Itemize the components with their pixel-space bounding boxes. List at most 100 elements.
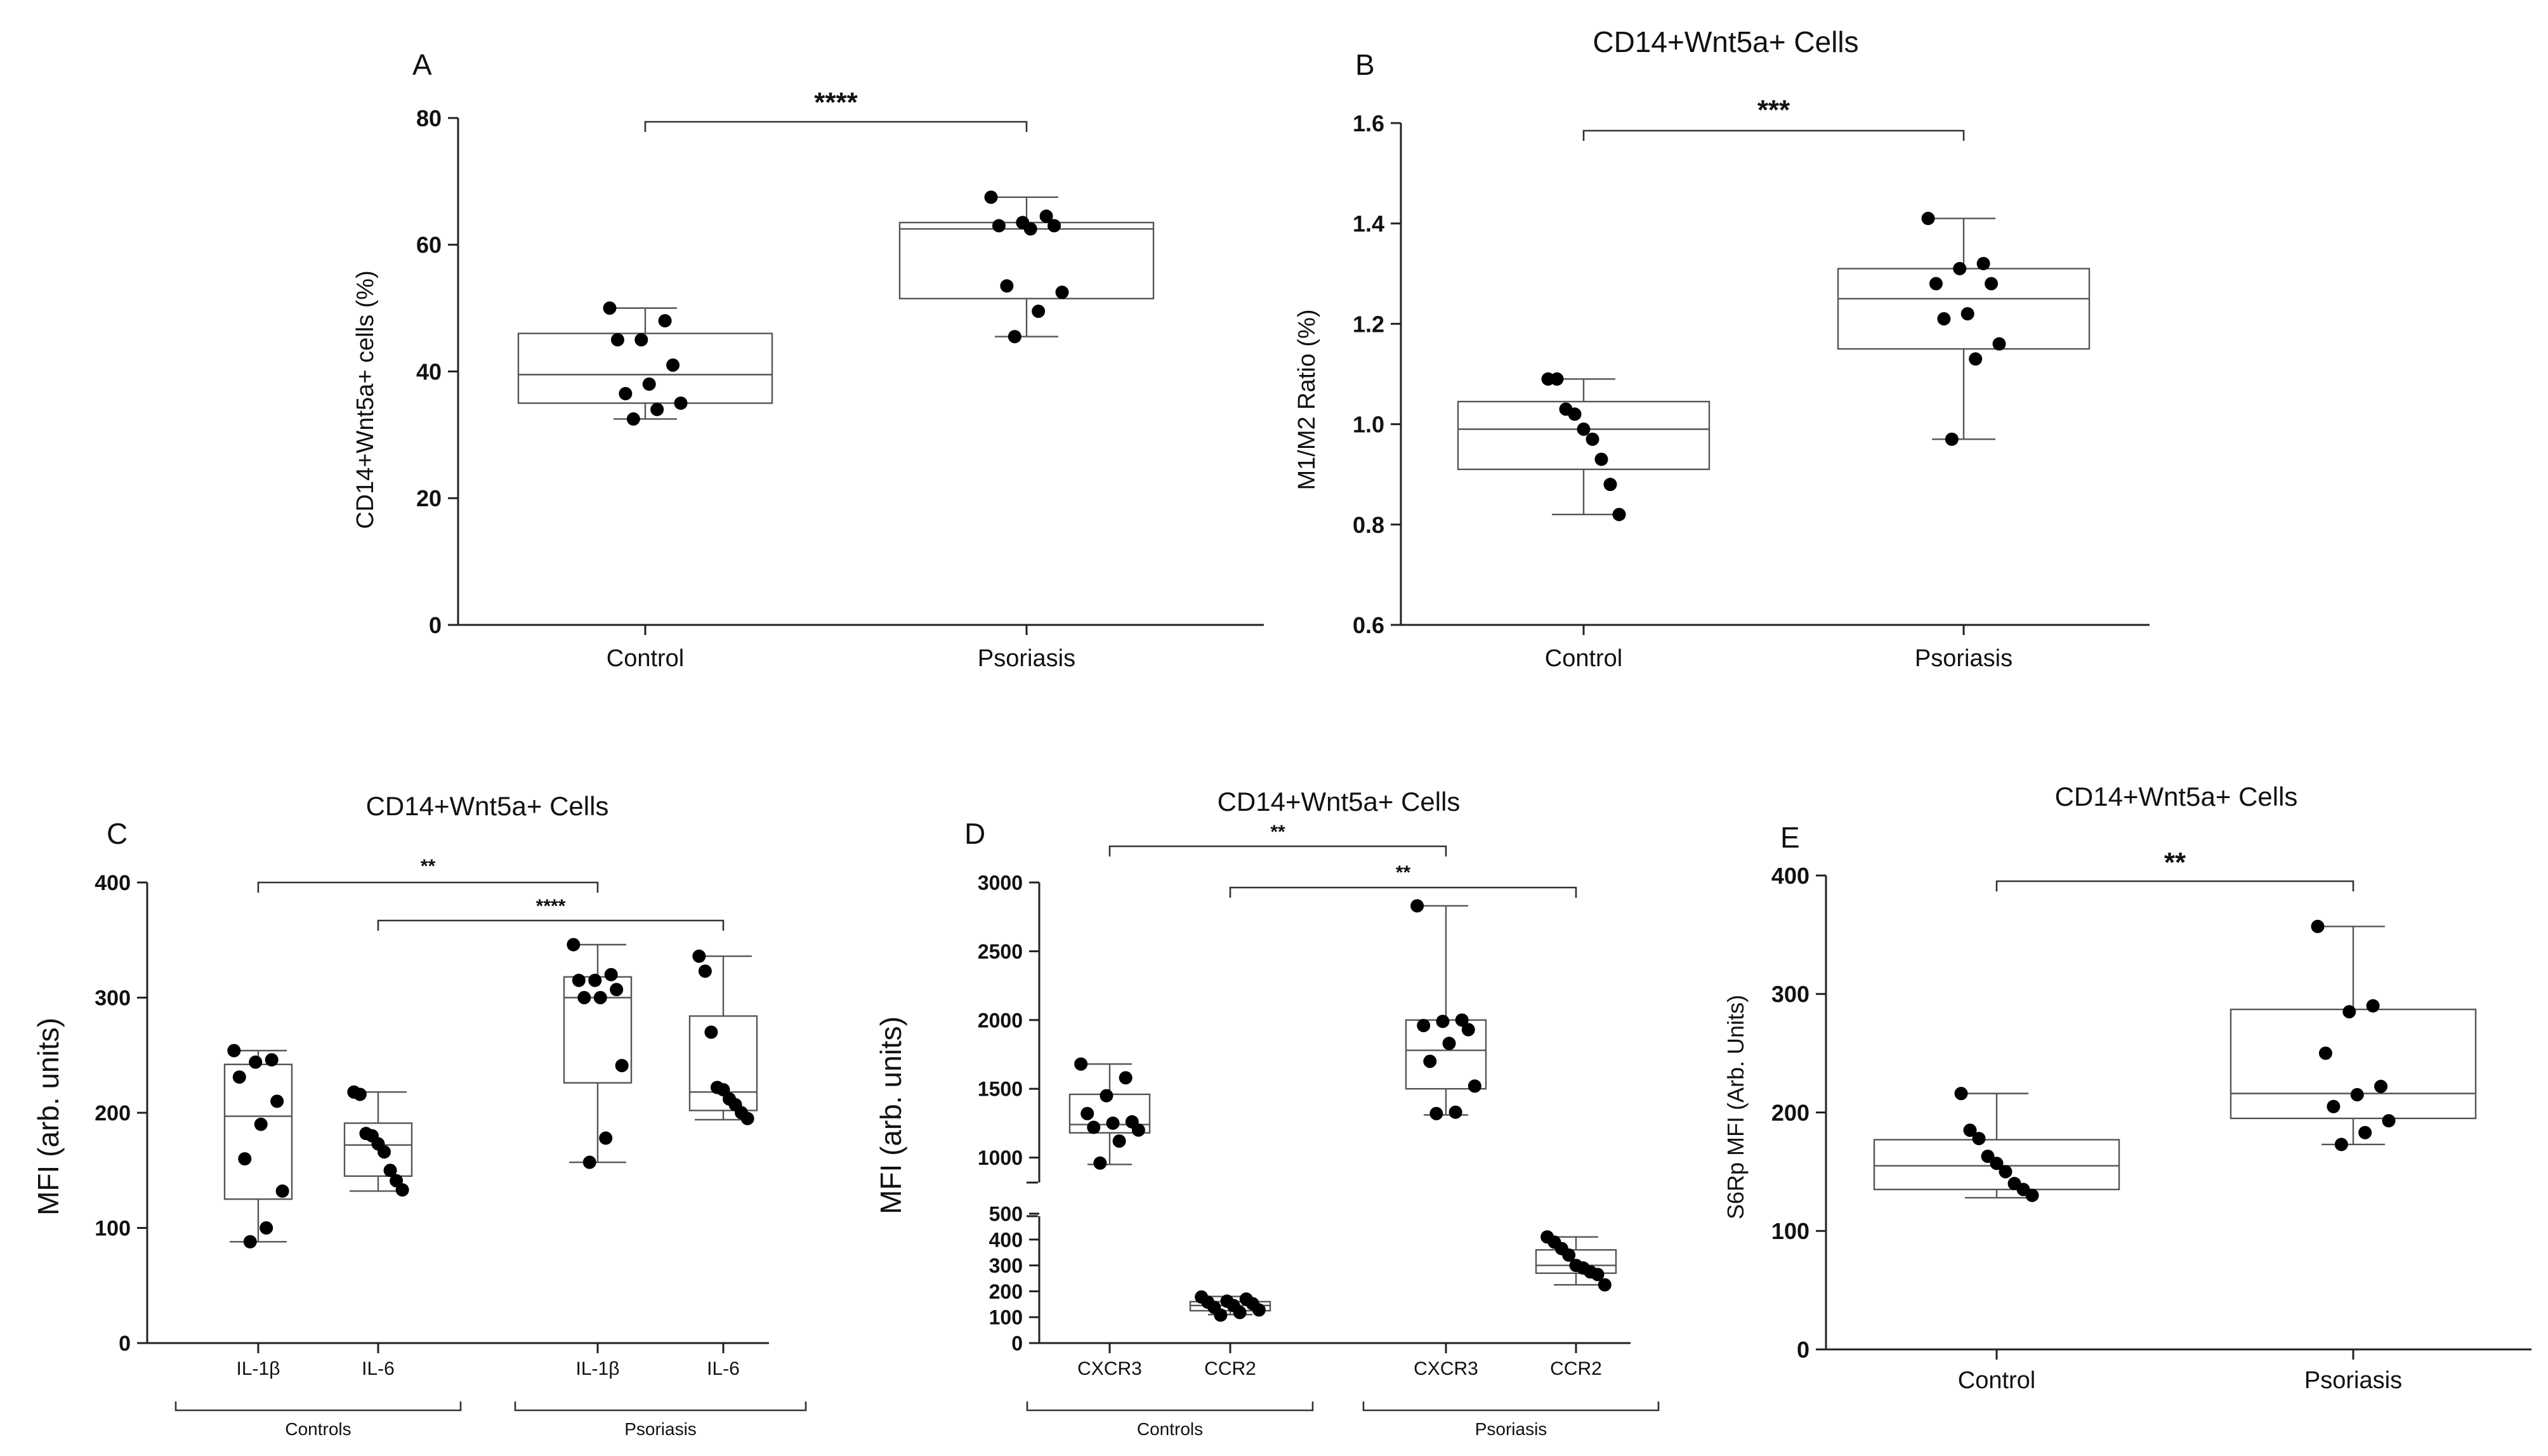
panel-d-ytick-label: 100: [989, 1306, 1023, 1329]
panel-e-ylabel: S6Rp MFI (Arb. Units): [1723, 995, 1749, 1219]
panel-b-data-point: [1612, 508, 1626, 521]
panel-c-data-point: [567, 938, 581, 952]
panel-a-data-point: [658, 314, 672, 328]
panel-c-group-label: Psoriasis: [624, 1419, 697, 1439]
panel-c-data-point: [227, 1044, 241, 1058]
panel-e-data-point: [2318, 1046, 2332, 1060]
panel-c-data-point: [353, 1087, 367, 1101]
panel-d-category-label: CCR2: [1550, 1358, 1602, 1379]
panel-a-data-point: [619, 386, 633, 400]
panel-c-data-point: [249, 1055, 263, 1069]
panel-d-category-label: CCR2: [1204, 1358, 1256, 1379]
panel-d-ylabel: MFI (arb. units): [874, 1016, 907, 1214]
panel-a-ytick-label: 80: [416, 105, 442, 131]
panel-d-ytick-label: 500: [989, 1203, 1023, 1226]
panel-d-data-point: [1562, 1248, 1576, 1262]
panel-c-category-label: IL-1β: [576, 1358, 620, 1379]
panel-c-data-point: [254, 1117, 268, 1131]
panel-d-data-point: [1233, 1306, 1247, 1320]
panel-e-data-point: [1954, 1087, 1968, 1101]
panel-c-data-point: [270, 1094, 284, 1108]
panel-c-data-point: [572, 973, 586, 987]
panel-d-ytick-label: 2500: [978, 940, 1023, 963]
panel-d-data-point: [1423, 1054, 1437, 1068]
panel-d: D CD14+Wnt5a+ Cells MFI (arb. units) 0 10…: [874, 787, 1660, 1439]
panel-b-ytick-label: 0.8: [1353, 512, 1384, 538]
panel-b-data-point: [1953, 261, 1967, 275]
panel-d-significance-bracket: [1229, 886, 1577, 898]
panel-d-title: CD14+Wnt5a+ Cells: [1218, 787, 1461, 817]
panel-e-data-point: [1972, 1132, 1986, 1146]
panel-a: A CD14+Wnt5a+ cells (%) 0 20 40 60 80 Control…: [352, 48, 1264, 672]
panel-a-data-point: [984, 190, 998, 204]
panel-d-ytick-label: 2000: [978, 1009, 1023, 1032]
panel-e-data-point: [2311, 919, 2325, 933]
panel-d-group-bracket: [1362, 1401, 1660, 1412]
panel-e-ytick-label: 300: [1771, 981, 1809, 1007]
panel-b-category-label: Psoriasis: [1915, 645, 2013, 672]
panel-b-ytick-label: 1.0: [1353, 412, 1384, 438]
panel-d-significance-label: **: [1396, 862, 1411, 883]
panel-d-ytick-label: 200: [989, 1280, 1023, 1303]
panel-c-group-bracket: [514, 1401, 807, 1412]
panel-d-group-label: Controls: [1137, 1419, 1203, 1439]
panel-a-ylabel: CD14+Wnt5a+ cells (%): [352, 270, 379, 529]
panel-b-data-point: [1603, 478, 1617, 492]
panel-c-ytick-label: 100: [95, 1217, 131, 1241]
panel-c-data-point: [615, 1059, 629, 1073]
panel-c-data-point: [604, 967, 618, 981]
panel-e-data-point: [1963, 1124, 1977, 1138]
panel-e-data-point: [2374, 1079, 2388, 1093]
panel-e-category-label: Psoriasis: [2304, 1367, 2402, 1394]
panel-a-ytick-label: 40: [416, 358, 442, 384]
panel-d-data-point: [1598, 1278, 1612, 1292]
panel-d-data-point: [1455, 1013, 1469, 1027]
panel-c-significance-bracket: [257, 881, 599, 893]
panel-c-data-point: [588, 973, 602, 987]
panel-b-data-point: [1929, 277, 1943, 291]
panel-b-ylabel: M1/M2 Ratio (%): [1294, 309, 1320, 490]
panel-d-ytick-label: 0: [1011, 1332, 1023, 1355]
panel-d-data-point: [1112, 1134, 1126, 1148]
panel-letter-a: A: [412, 48, 432, 81]
panel-d-category-label: CXCR3: [1077, 1358, 1142, 1379]
panel-c-box: [223, 1063, 293, 1200]
panel-c-category-label: IL-6: [707, 1358, 740, 1379]
panel-e-ytick-label: 100: [1771, 1218, 1809, 1244]
panel-e-data-point: [1999, 1165, 2013, 1179]
panel-e-significance-label: **: [2164, 847, 2186, 878]
panel-d-ytick-label: 300: [989, 1254, 1023, 1277]
panel-b-data-point: [1568, 407, 1582, 421]
panel-a-data-point: [634, 333, 648, 347]
panel-e-data-point: [2366, 999, 2380, 1013]
panel-d-ytick-label: 1000: [978, 1146, 1023, 1169]
panel-c-title: CD14+Wnt5a+ Cells: [366, 791, 609, 821]
panel-d-data-point: [1100, 1089, 1113, 1103]
panel-d-data-point: [1106, 1116, 1120, 1130]
panel-c-data-point: [238, 1152, 252, 1166]
panel-c-data-point: [692, 949, 706, 963]
panel-a-data-point: [1055, 285, 1069, 299]
panel-letter-d: D: [964, 817, 985, 850]
panel-d-data-point: [1087, 1120, 1101, 1134]
panel-c-ytick-label: 300: [95, 987, 131, 1011]
panel-a-category-label: Control: [607, 645, 685, 672]
panel-d-group-label: Psoriasis: [1475, 1419, 1547, 1439]
panel-b-ytick-label: 0.6: [1353, 612, 1384, 638]
panel-d-data-point: [1131, 1123, 1145, 1137]
panel-c-group-bracket: [174, 1401, 462, 1412]
panel-c-ytick-label: 400: [95, 871, 131, 895]
panel-c-category-label: IL-1β: [237, 1358, 280, 1379]
panel-c-data-point: [275, 1184, 289, 1198]
panel-c-data-point: [383, 1164, 397, 1177]
panel-b-ytick-label: 1.6: [1353, 110, 1384, 136]
panel-e-data-point: [2358, 1125, 2372, 1139]
panel-b-data-point: [1594, 452, 1608, 466]
panel-d-significance-bracket: [1108, 845, 1447, 856]
panel-a-data-point: [1008, 330, 1021, 344]
panel-c-ytick-label: 0: [119, 1332, 131, 1356]
panel-b-data-point: [1985, 277, 1999, 291]
panel-e-data-point: [2327, 1099, 2341, 1113]
panel-a-data-point: [642, 377, 656, 391]
